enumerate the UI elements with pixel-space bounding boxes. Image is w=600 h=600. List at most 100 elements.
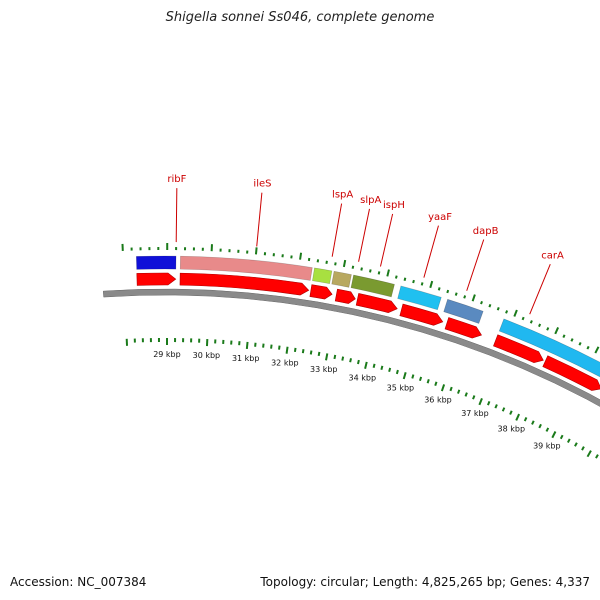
inner-tick xyxy=(418,376,423,382)
feature-block xyxy=(135,255,177,270)
feature-block xyxy=(331,270,352,288)
feature-block xyxy=(498,318,600,378)
tick-label: 38 kbp xyxy=(498,424,526,433)
inner-tick xyxy=(434,381,438,386)
inner-tick xyxy=(472,395,476,400)
inner-tick xyxy=(531,420,535,425)
outer-tick xyxy=(454,292,458,296)
map-title: Shigella sonnei Ss046, complete genome xyxy=(165,10,435,25)
outer-tick xyxy=(570,338,574,342)
inner-tick xyxy=(595,454,599,459)
outer-tick xyxy=(586,345,590,350)
inner-tick xyxy=(494,404,498,409)
inner-tick xyxy=(357,359,360,365)
gene-label: slpA xyxy=(360,195,381,206)
gene-leader-line xyxy=(423,225,439,278)
feature-block xyxy=(350,274,395,298)
feature-block xyxy=(179,255,313,281)
gene-arrow xyxy=(179,272,310,296)
inner-tick xyxy=(545,427,550,432)
gene-arrow xyxy=(334,288,356,304)
outer-tick xyxy=(513,309,518,317)
gene-arrow xyxy=(355,293,398,313)
outer-tick xyxy=(254,247,258,255)
backbone-arc xyxy=(102,288,600,407)
outer-tick xyxy=(334,262,337,266)
inner-tick xyxy=(349,358,352,363)
outer-tick xyxy=(420,282,424,286)
inner-tick xyxy=(509,410,513,415)
outer-tick xyxy=(496,307,500,311)
inner-tick xyxy=(293,347,297,353)
inner-tick xyxy=(501,407,506,412)
gene-leader-line xyxy=(175,188,178,243)
outer-tick xyxy=(471,294,476,302)
inner-tick xyxy=(440,384,446,392)
gene-leader-line xyxy=(331,203,343,257)
inner-tick xyxy=(478,398,483,406)
outer-tick xyxy=(412,279,415,284)
accession-text: Accession: NC_007384 xyxy=(10,575,147,589)
outer-tick xyxy=(394,275,398,279)
inner-tick xyxy=(559,434,564,440)
outer-tick xyxy=(446,289,450,294)
outer-tick xyxy=(505,310,509,314)
inner-tick xyxy=(317,351,321,357)
genome-backbone xyxy=(102,288,600,407)
inner-tick xyxy=(426,379,430,384)
tick-label: 37 kbp xyxy=(461,409,489,418)
inner-tick xyxy=(523,417,528,422)
outer-tick xyxy=(360,267,363,271)
inner-tick xyxy=(457,389,461,394)
outer-tick xyxy=(437,287,441,291)
inner-tick xyxy=(285,346,289,354)
gene-arrow xyxy=(136,272,177,286)
gene-arrow xyxy=(444,317,482,339)
outer-tick xyxy=(529,320,533,324)
gene-label: dapB xyxy=(473,226,499,237)
outer-tick xyxy=(351,265,355,269)
gene-label: lspA xyxy=(332,190,353,201)
gene-label: ispH xyxy=(383,200,405,211)
outer-tick xyxy=(578,342,582,346)
gene-leader-line xyxy=(358,208,370,262)
inner-tick xyxy=(411,374,415,379)
inner-tick xyxy=(333,354,337,360)
outer-tick xyxy=(386,269,390,277)
inner-tick xyxy=(325,353,329,361)
inner-tick xyxy=(364,361,368,369)
genome-summary-text: Topology: circular; Length: 4,825,265 bp… xyxy=(260,575,590,589)
outer-tick xyxy=(521,316,525,321)
gene-label: yaaF xyxy=(428,212,452,223)
inner-tick xyxy=(388,367,392,373)
gene-leader-line xyxy=(256,192,263,247)
inner-tick xyxy=(380,365,384,370)
outer-tick xyxy=(538,323,542,328)
tick-label: 30 kbp xyxy=(193,351,221,360)
tick-label: 36 kbp xyxy=(424,395,452,404)
outer-tick xyxy=(546,327,550,331)
gene-labels: ribF ileS lspA slpA ispH yaaF dapB carA xyxy=(167,174,564,315)
tick-label: 29 kbp xyxy=(153,350,181,359)
gene-arrow xyxy=(493,334,544,363)
gene-arrow xyxy=(542,355,600,391)
gene-leader-line xyxy=(379,213,394,267)
outer-tick xyxy=(299,252,303,260)
feature-block xyxy=(397,285,442,311)
gene-arrow xyxy=(309,284,333,300)
inner-tick xyxy=(551,431,557,439)
gene-label: carA xyxy=(541,251,564,262)
tick-label: 34 kbp xyxy=(349,373,377,382)
outer-tick xyxy=(377,271,381,275)
inner-tick xyxy=(402,372,407,380)
outer-tick xyxy=(369,269,372,273)
inner-tick xyxy=(301,349,305,354)
inner-tick xyxy=(449,386,453,392)
feature-track xyxy=(135,255,600,378)
outer-tick xyxy=(480,300,483,305)
outer-tick xyxy=(488,303,492,308)
outer-tick xyxy=(554,327,560,335)
tick-label: 33 kbp xyxy=(310,365,338,374)
inner-tick xyxy=(395,369,399,375)
scale-ticks: 29 kbp 30 kbp 31 kbp 32 kbp 33 kbp 34 kbp 35 k… xyxy=(121,243,600,459)
